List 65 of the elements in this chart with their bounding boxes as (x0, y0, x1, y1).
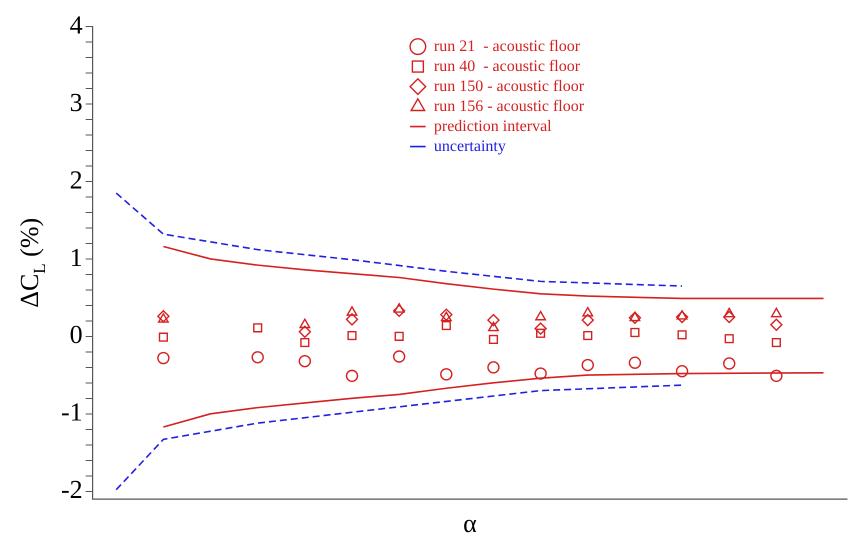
point (487, 361, 500, 374)
point (346, 370, 358, 382)
point (298, 326, 312, 338)
point (488, 334, 498, 344)
point (253, 323, 262, 332)
y-tick-label: -2 (60, 475, 83, 504)
point (628, 312, 642, 324)
x-axis-title: α (463, 509, 478, 538)
legend-label: run 156 - acoustic floor (434, 98, 585, 115)
point (534, 322, 547, 335)
point (723, 357, 736, 370)
point (392, 350, 406, 363)
point (394, 332, 404, 341)
point (582, 306, 594, 317)
line-series (115, 192, 683, 287)
point (347, 331, 357, 340)
point (299, 318, 310, 328)
point (629, 312, 640, 322)
line-series (115, 384, 683, 491)
point (440, 368, 453, 381)
point (677, 330, 687, 340)
y-tick-label: 2 (70, 165, 83, 194)
y-tick-label: 1 (70, 242, 83, 272)
point (582, 314, 594, 326)
point (392, 304, 406, 318)
point (158, 332, 168, 342)
point (534, 367, 547, 380)
point (158, 313, 169, 323)
point (772, 338, 781, 348)
y-tick-label: 0 (70, 320, 83, 350)
point (723, 310, 736, 324)
point (442, 320, 451, 330)
point (724, 334, 734, 344)
legend-label: run 21 - acoustic floor (434, 38, 581, 55)
point (300, 338, 310, 348)
point (346, 313, 358, 326)
y-tick-label: 4 (70, 10, 83, 40)
point (298, 354, 312, 368)
point (676, 365, 688, 378)
y-axis-title: ΔCL (%) (15, 218, 49, 308)
legend-label: run 150 - acoustic floor (434, 78, 585, 95)
legend-label: prediction interval (434, 118, 552, 135)
point (628, 356, 642, 369)
point (724, 308, 735, 318)
point (488, 322, 499, 332)
point (676, 310, 688, 320)
legend-label: uncertainty (434, 138, 506, 155)
point (535, 310, 546, 320)
y-tick-label: 3 (70, 88, 83, 117)
point (440, 308, 453, 321)
point (770, 370, 783, 382)
y-tick-label: -1 (60, 398, 83, 427)
point (157, 352, 170, 364)
point (630, 328, 640, 338)
point (440, 312, 452, 322)
point (582, 358, 594, 372)
point (346, 306, 358, 316)
point (487, 314, 500, 326)
point (770, 318, 783, 331)
point (394, 303, 405, 313)
point (157, 310, 170, 322)
point (770, 308, 782, 318)
point (583, 331, 592, 340)
point (251, 351, 264, 364)
legend-label: run 40 - acoustic floor (434, 58, 581, 75)
